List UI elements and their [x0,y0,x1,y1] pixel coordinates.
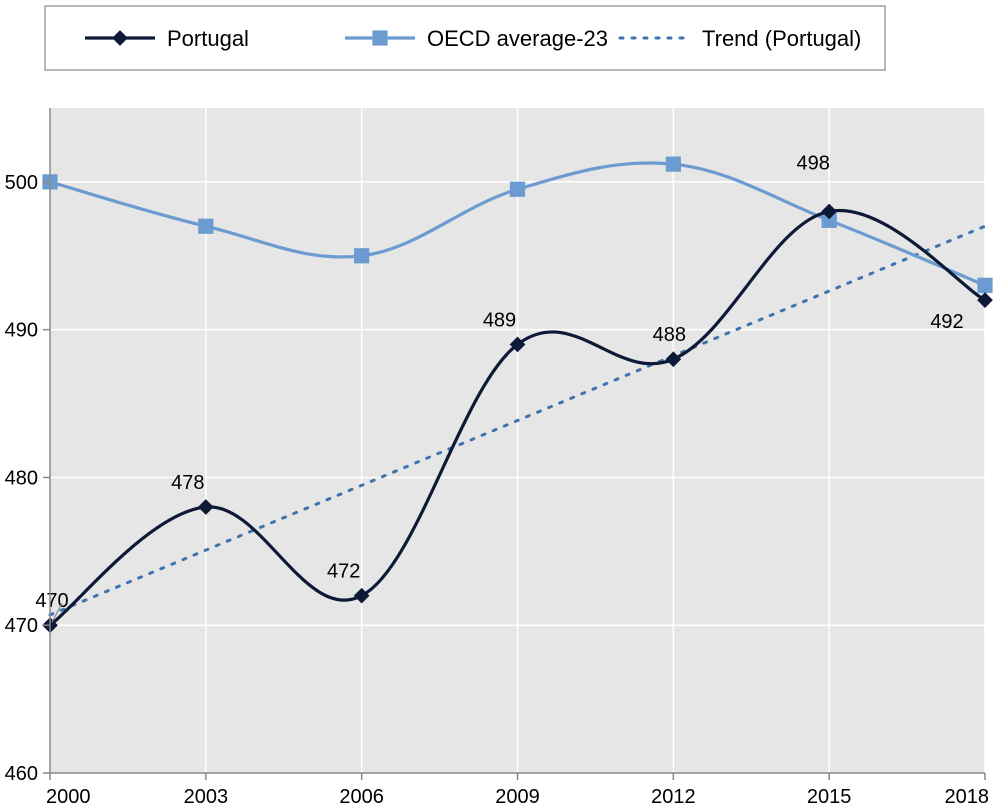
x-tick-label: 2006 [339,786,384,808]
oecd-marker [978,278,992,292]
y-tick-label: 490 [5,320,38,342]
oecd-marker [355,249,369,263]
data-label: 492 [930,311,963,333]
data-label: 498 [796,152,829,174]
legend-label: OECD average-23 [427,26,608,51]
y-tick-label: 500 [5,172,38,194]
legend-label: Portugal [167,26,249,51]
data-label: 478 [171,472,204,494]
x-tick-label: 2015 [807,786,852,808]
data-label: 488 [653,324,686,346]
oecd-marker [199,219,213,233]
y-tick-label: 470 [5,615,38,637]
x-tick-label: 2003 [184,786,229,808]
chart-svg: 470 478 472 489 488 498 492 2000 2003 2006 2009 201… [0,0,1000,809]
legend-label: Trend (Portugal) [702,26,861,51]
oecd-marker [511,182,525,196]
data-label: 472 [327,561,360,583]
x-tick-label: 2018 [945,786,990,808]
y-tick-label: 480 [5,467,38,489]
x-tick-label: 2009 [495,786,540,808]
oecd-marker [666,157,680,171]
x-tick-label: 2012 [651,786,696,808]
x-tick-label: 2000 [46,786,91,808]
y-tick-label: 460 [5,763,38,785]
data-label: 489 [483,309,516,331]
legend-marker-oecd [373,31,387,45]
data-label: 470 [35,590,68,612]
line-chart: 470 478 472 489 488 498 492 2000 2003 2006 2009 201… [0,0,1000,809]
